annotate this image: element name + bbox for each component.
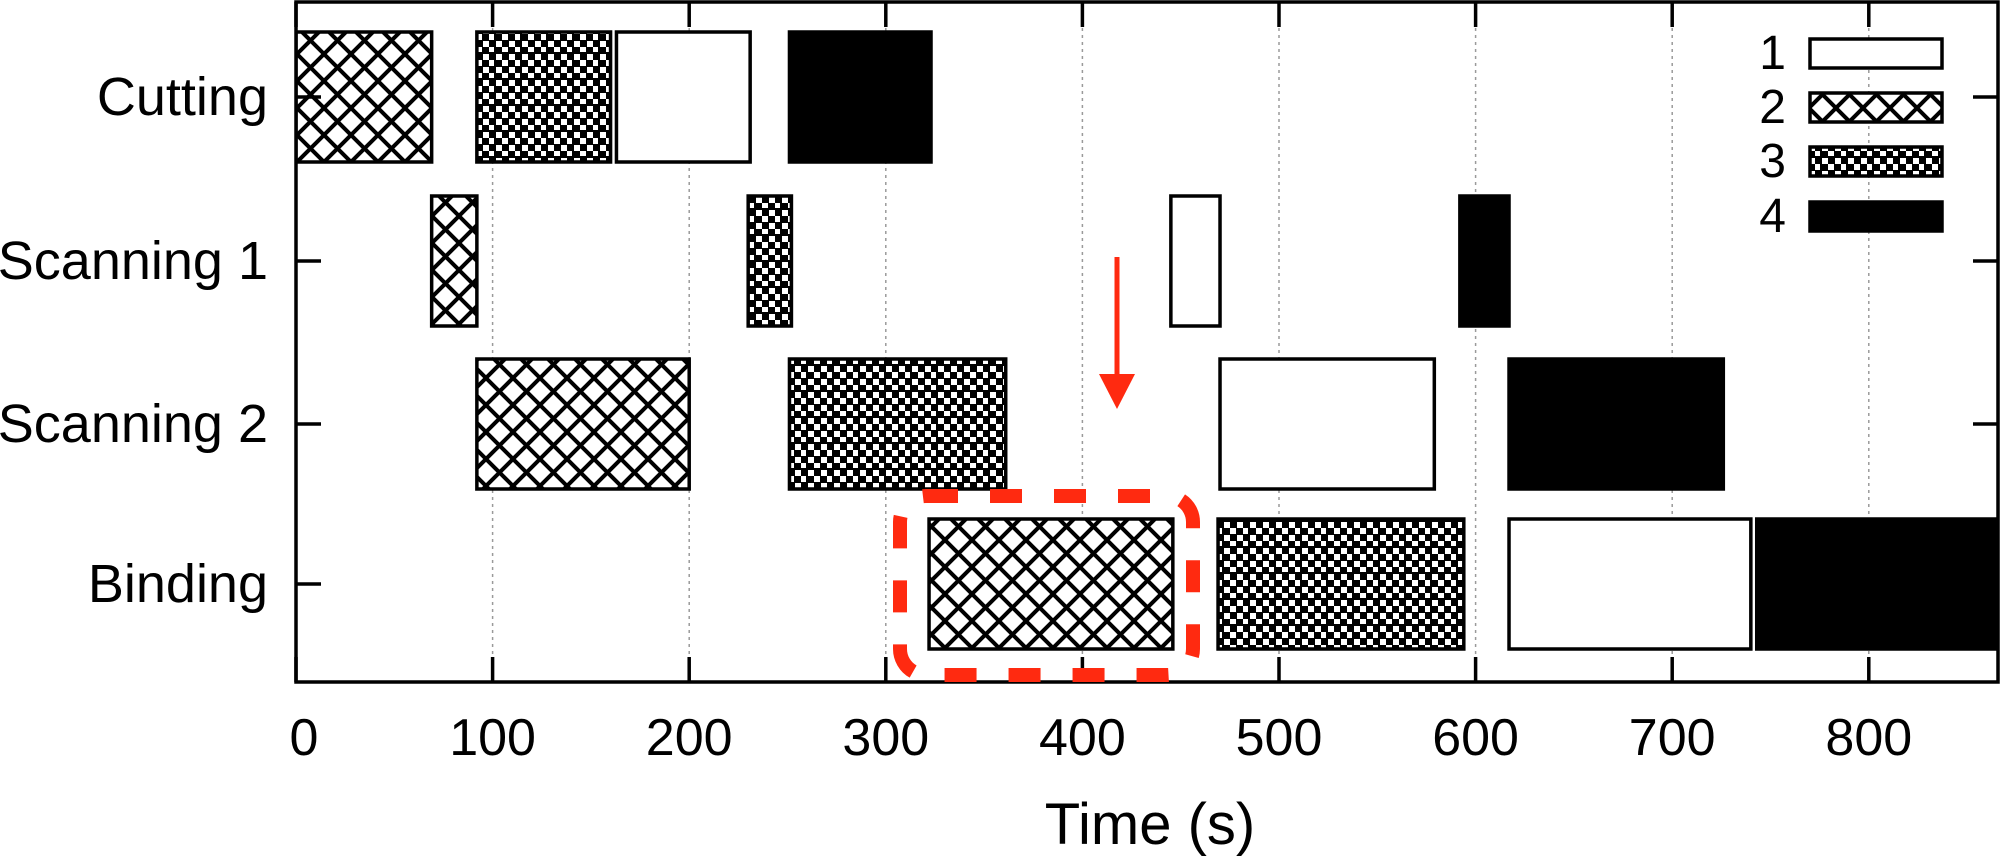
task-bar-job-4 <box>1458 194 1511 328</box>
axis-ticks <box>294 2 1998 682</box>
annotations <box>893 257 1200 682</box>
task-bar-job-1 <box>1169 194 1222 328</box>
x-tick-label: 800 <box>1825 709 1913 767</box>
legend-label-1: 1 <box>1759 27 1786 80</box>
task-bar-job-3 <box>787 357 1008 491</box>
task-bar-job-3 <box>475 30 613 164</box>
x-tick-label: 0 <box>289 709 319 767</box>
legend-label-2: 2 <box>1759 81 1786 134</box>
x-tick-label: 700 <box>1628 709 1716 767</box>
y-label-binding: Binding <box>87 554 268 614</box>
x-tick-label: 200 <box>645 709 733 767</box>
y-label-cutting: Cutting <box>96 67 268 127</box>
task-bar-job-1 <box>1218 357 1437 491</box>
y-label-scanning-2: Scanning 2 <box>0 394 268 454</box>
task-bar-job-2 <box>429 194 479 328</box>
x-tick-label: 100 <box>449 709 536 767</box>
task-bar-job-4 <box>787 30 933 164</box>
legend-swatch-3 <box>1808 145 1944 178</box>
task-bar-job-1 <box>614 30 752 164</box>
y-label-scanning-1: Scanning 1 <box>0 231 268 291</box>
task-bar-job-3 <box>746 194 794 328</box>
x-tick-label: 600 <box>1432 709 1519 767</box>
legend-swatch-1 <box>1808 37 1944 70</box>
x-axis-title: Time (s) <box>1044 792 1256 857</box>
highlight-dashed-box <box>893 489 1200 682</box>
x-tick-label: 400 <box>1039 709 1126 767</box>
task-bar-job-2 <box>927 517 1175 651</box>
x-tick-label: 300 <box>842 709 930 767</box>
task-bars <box>296 30 1998 651</box>
x-tick-label: 500 <box>1235 709 1323 767</box>
red-arrow-head-icon <box>1099 374 1135 409</box>
task-bar-job-3 <box>1216 517 1466 651</box>
task-bar-job-1 <box>1507 517 1753 651</box>
legend-swatch-2 <box>1808 91 1944 124</box>
legend-swatch-4 <box>1808 200 1944 233</box>
legend-label-4: 4 <box>1759 190 1786 243</box>
task-bar-job-4 <box>1507 357 1726 491</box>
legend-label-3: 3 <box>1759 135 1786 188</box>
task-bar-job-4 <box>1754 517 1998 651</box>
legend <box>1808 37 1944 233</box>
task-bar-job-2 <box>475 357 691 491</box>
